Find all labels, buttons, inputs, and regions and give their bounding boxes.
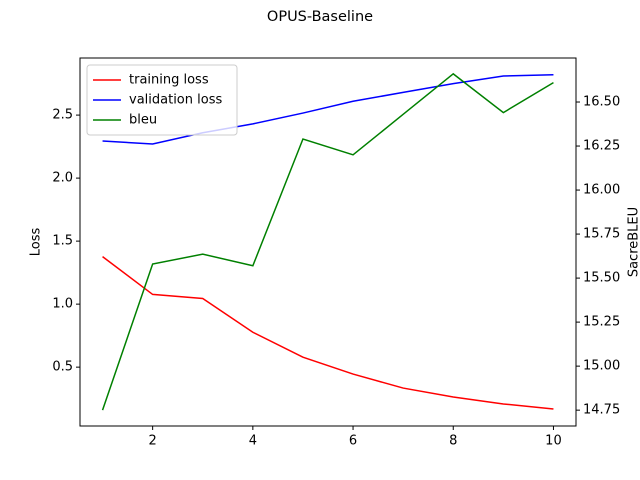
y2-axis-label: SacreBLEU — [627, 207, 640, 277]
y2-tick-label: 15.00 — [583, 359, 620, 374]
plot-frame — [79, 57, 577, 427]
legend-box — [86, 64, 238, 136]
y2-tick-label: 14.75 — [583, 403, 620, 418]
y-tick-label: 2.5 — [52, 108, 73, 123]
x-tick-label: 2 — [149, 434, 157, 449]
y-axis-label: Loss — [29, 228, 44, 257]
legend-label: training loss — [129, 73, 209, 88]
x-tick-label: 4 — [249, 434, 257, 449]
y2-tick-label: 16.00 — [583, 183, 620, 198]
x-tick-label: 6 — [349, 434, 357, 449]
y2-tick-label: 15.25 — [583, 315, 620, 330]
y2-tick-label: 15.50 — [583, 271, 620, 286]
chart-title: OPUS-Baseline — [267, 9, 373, 25]
y2-tick-label: 15.75 — [583, 227, 620, 242]
line-series — [102, 74, 554, 145]
y-tick-label: 1.5 — [52, 234, 73, 249]
y2-tick-label: 16.50 — [583, 95, 620, 110]
line-series — [101, 72, 554, 411]
y-tick-label: 0.5 — [52, 360, 73, 375]
legend-label: bleu — [129, 113, 157, 128]
line-series — [102, 256, 554, 410]
y2-tick-label: 16.25 — [583, 139, 620, 154]
x-tick-label: 8 — [449, 434, 457, 449]
y-tick-label: 2.0 — [52, 171, 73, 186]
legend-label: validation loss — [129, 93, 222, 108]
y-tick-label: 1.0 — [52, 297, 73, 312]
x-tick-label: 10 — [545, 434, 562, 449]
